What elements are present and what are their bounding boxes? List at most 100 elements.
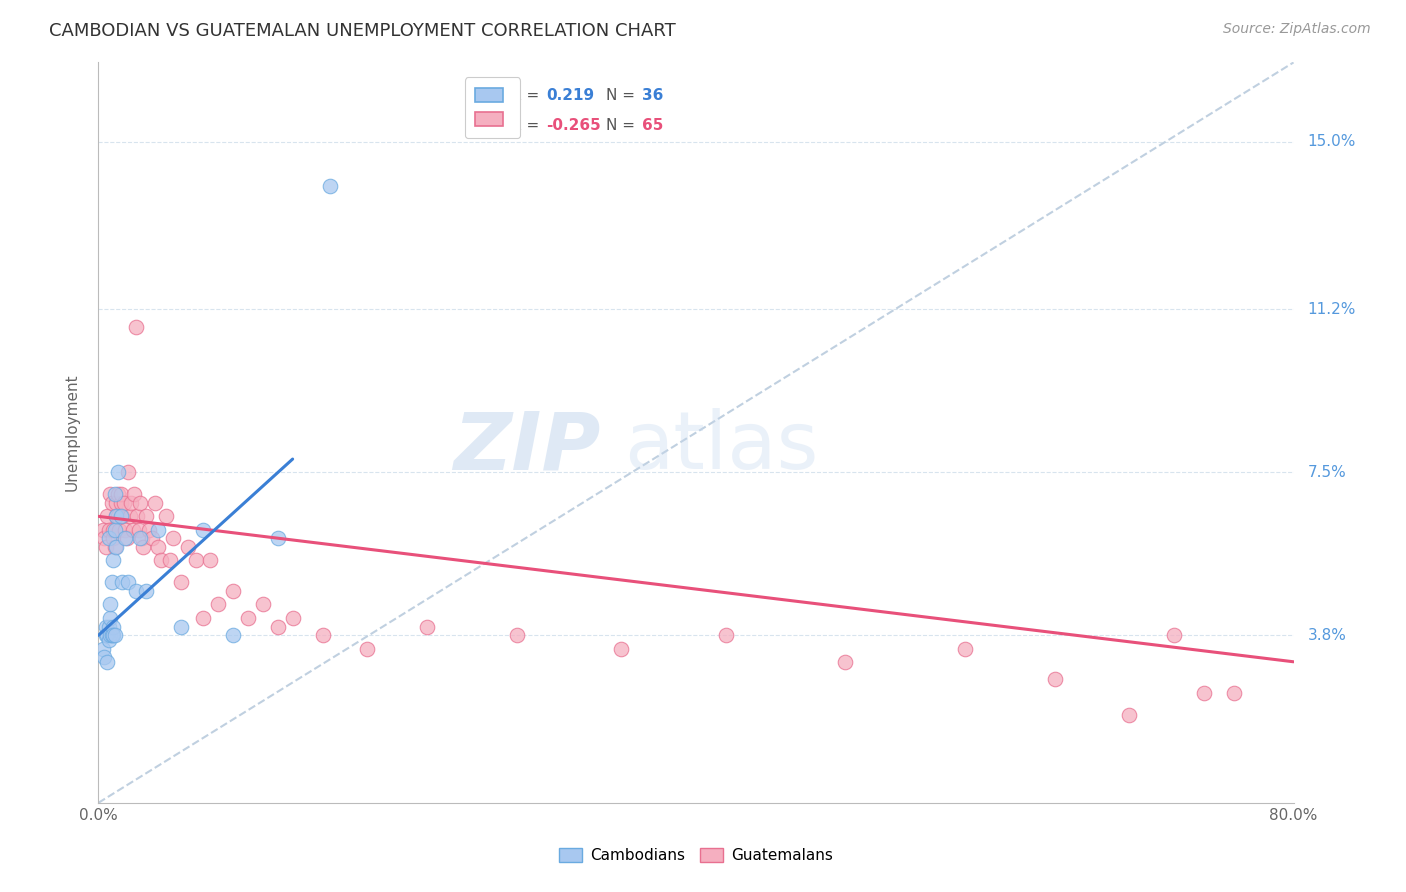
Point (112, 496, 135, 510)
Point (150, 553, 173, 567)
Y-axis label: Unemployment: Unemployment (65, 374, 80, 491)
Point (610, 641, 633, 656)
Point (105, 509, 128, 524)
Point (111, 509, 134, 524)
Point (191, 610, 214, 624)
Point (159, 553, 181, 567)
Point (267, 619, 290, 633)
Point (311, 628, 333, 642)
Point (148, 523, 170, 537)
Point (103, 619, 125, 633)
Point (121, 523, 143, 537)
Text: 15.0%: 15.0% (1308, 135, 1355, 149)
Point (129, 496, 152, 510)
Point (267, 532, 290, 546)
Point (103, 532, 125, 546)
Point (129, 532, 152, 546)
Point (148, 540, 170, 554)
Point (1163, 628, 1185, 642)
Point (98, 628, 122, 642)
Point (91, 641, 114, 656)
Point (222, 628, 245, 642)
Point (200, 553, 222, 567)
Point (236, 610, 259, 624)
Point (143, 496, 166, 510)
Point (105, 540, 128, 554)
Point (138, 523, 160, 537)
Point (120, 496, 142, 510)
Text: N =: N = (606, 87, 640, 103)
Point (1223, 685, 1246, 699)
Point (118, 509, 141, 524)
Point (115, 532, 138, 546)
Point (506, 628, 529, 642)
Point (94, 619, 117, 633)
Text: 7.5%: 7.5% (1308, 465, 1346, 480)
Point (169, 575, 191, 590)
Point (94, 540, 117, 554)
Point (104, 628, 127, 642)
Text: R =: R = (510, 87, 544, 103)
Point (111, 575, 134, 590)
Point (319, 178, 342, 193)
Point (128, 523, 150, 537)
Point (96, 509, 118, 524)
Point (834, 655, 856, 669)
Point (104, 487, 127, 501)
Point (117, 465, 139, 479)
Point (953, 641, 976, 656)
Text: 65: 65 (643, 118, 664, 133)
Point (184, 553, 207, 567)
Text: 0.219: 0.219 (547, 87, 595, 103)
Point (110, 509, 132, 524)
Point (98, 598, 122, 612)
Point (207, 598, 229, 612)
Point (103, 553, 125, 567)
Point (96, 628, 118, 642)
Point (98, 487, 122, 501)
Point (93, 532, 115, 546)
Point (101, 496, 124, 510)
Text: N =: N = (606, 118, 640, 133)
Point (135, 584, 157, 599)
Point (114, 532, 136, 546)
Text: 11.2%: 11.2% (1308, 301, 1355, 317)
Text: 3.8%: 3.8% (1308, 628, 1347, 643)
Point (103, 523, 125, 537)
Point (107, 509, 129, 524)
Point (101, 575, 124, 590)
Point (125, 584, 148, 599)
Text: 36: 36 (643, 87, 664, 103)
Point (104, 540, 127, 554)
Point (91, 523, 114, 537)
Point (110, 496, 132, 510)
Point (132, 540, 155, 554)
Point (222, 584, 245, 599)
Point (107, 465, 129, 479)
Point (252, 598, 274, 612)
Point (1192, 685, 1215, 699)
Text: Source: ZipAtlas.com: Source: ZipAtlas.com (1223, 22, 1371, 37)
Point (155, 509, 177, 524)
Point (101, 628, 124, 642)
Point (108, 523, 131, 537)
Point (191, 523, 214, 537)
Point (104, 523, 127, 537)
Point (714, 628, 737, 642)
Point (97, 619, 120, 633)
Point (107, 487, 129, 501)
Text: atlas: atlas (624, 409, 818, 486)
Text: CAMBODIAN VS GUATEMALAN UNEMPLOYMENT CORRELATION CHART: CAMBODIAN VS GUATEMALAN UNEMPLOYMENT COR… (49, 22, 676, 40)
Point (356, 641, 378, 656)
Point (124, 487, 146, 501)
Point (97, 523, 120, 537)
Point (169, 619, 191, 633)
Text: -0.265: -0.265 (547, 118, 602, 133)
Point (135, 509, 157, 524)
Point (1043, 673, 1066, 687)
Point (98, 610, 122, 624)
Point (281, 610, 304, 624)
Point (110, 487, 132, 501)
Point (97, 632, 120, 647)
Point (416, 619, 439, 633)
